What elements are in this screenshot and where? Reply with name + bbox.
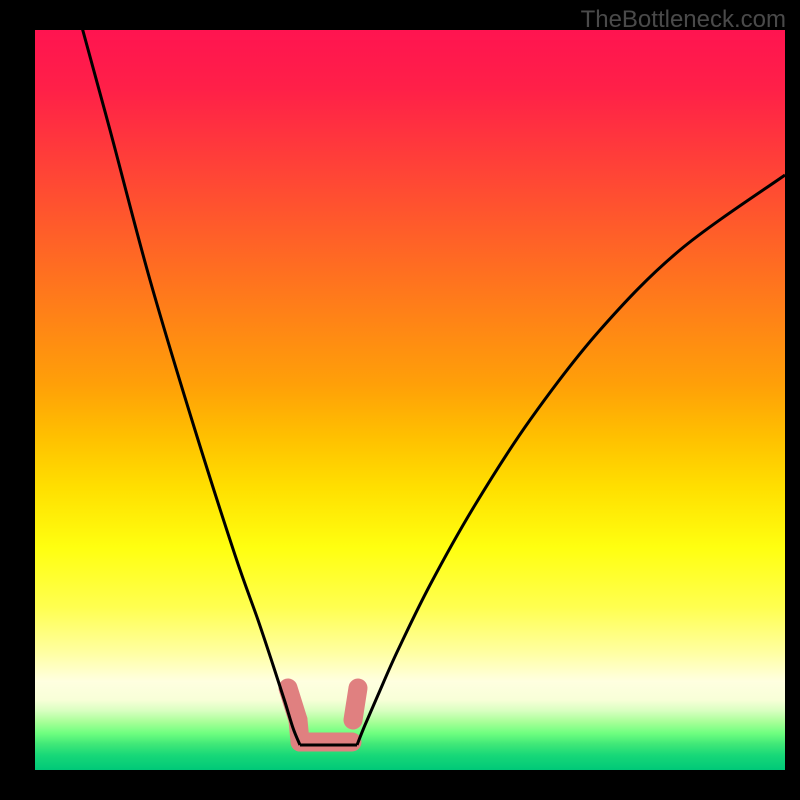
marker-segment xyxy=(353,688,358,720)
bottleneck-curve-left xyxy=(80,20,300,745)
bottleneck-curve-right xyxy=(357,175,785,745)
curve-layer xyxy=(0,0,800,800)
marker-group xyxy=(288,688,358,742)
watermark-text: TheBottleneck.com xyxy=(581,6,786,34)
